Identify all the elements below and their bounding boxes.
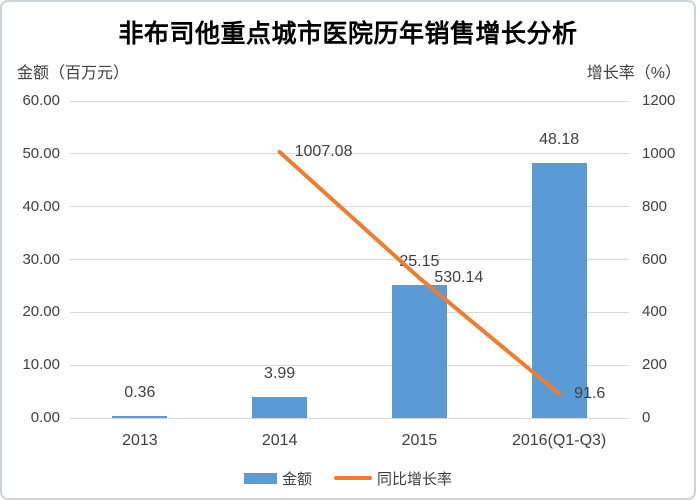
gridline xyxy=(70,311,629,313)
gridline xyxy=(70,417,629,419)
right-axis-tick-label: 1000 xyxy=(642,144,676,162)
right-axis-tick-label: 800 xyxy=(642,197,668,215)
line-value-label: 91.6 xyxy=(574,384,606,402)
growth-rate-series-swatch xyxy=(334,476,372,480)
right-axis-tick-label: 1200 xyxy=(642,92,676,109)
bar xyxy=(391,285,447,418)
gridline xyxy=(70,153,629,155)
right-axis-tick-label: 200 xyxy=(642,356,668,374)
line-value-label: 530.14 xyxy=(434,268,484,286)
legend: 金额 同比增长率 xyxy=(2,466,694,490)
legend-item-growth-rate-label: 同比增长率 xyxy=(377,470,453,488)
x-axis-label: 2014 xyxy=(261,432,298,449)
gridline xyxy=(70,206,629,208)
right-axis-unit-label: 增长率（%） xyxy=(586,65,681,82)
bar xyxy=(252,396,308,418)
left-axis-unit-label: 金额（百万元） xyxy=(17,65,130,82)
right-axis-tick-label: 0 xyxy=(642,409,651,426)
right-axis-tick-label: 400 xyxy=(642,303,668,321)
amount-series-swatch xyxy=(243,472,277,484)
legend-item-amount: 金额 xyxy=(243,468,312,489)
left-axis-tick-label: 60.00 xyxy=(22,92,60,109)
bar-value-label: 3.99 xyxy=(264,364,296,382)
chart-title: 非布司他重点城市医院历年销售增长分析 xyxy=(118,20,578,48)
left-axis-tick-label: 0.00 xyxy=(30,409,60,426)
bar-value-label: 0.36 xyxy=(124,384,156,402)
x-axis-label: 2015 xyxy=(401,432,438,449)
bar-value-label: 48.18 xyxy=(539,131,580,149)
x-axis-label: 2016(Q1-Q3) xyxy=(511,432,607,449)
bar-value-label: 25.15 xyxy=(399,253,440,271)
legend-item-growth-rate: 同比增长率 xyxy=(334,468,452,489)
left-axis-tick-label: 50.00 xyxy=(22,144,60,162)
gridline xyxy=(70,100,629,102)
left-axis-tick-label: 20.00 xyxy=(22,303,60,321)
bar xyxy=(531,163,587,418)
legend-item-amount-label: 金额 xyxy=(281,470,312,488)
x-axis-label: 2013 xyxy=(122,432,158,449)
line-value-label: 1007.08 xyxy=(294,142,353,160)
growth-rate-line xyxy=(277,149,562,396)
gridline xyxy=(70,259,629,260)
bar xyxy=(112,416,168,418)
left-axis-tick-label: 10.00 xyxy=(22,356,60,374)
left-axis-tick-label: 30.00 xyxy=(22,250,60,268)
left-axis-tick-label: 40.00 xyxy=(22,197,60,215)
gridline xyxy=(70,364,629,366)
right-axis-tick-label: 600 xyxy=(642,250,668,268)
